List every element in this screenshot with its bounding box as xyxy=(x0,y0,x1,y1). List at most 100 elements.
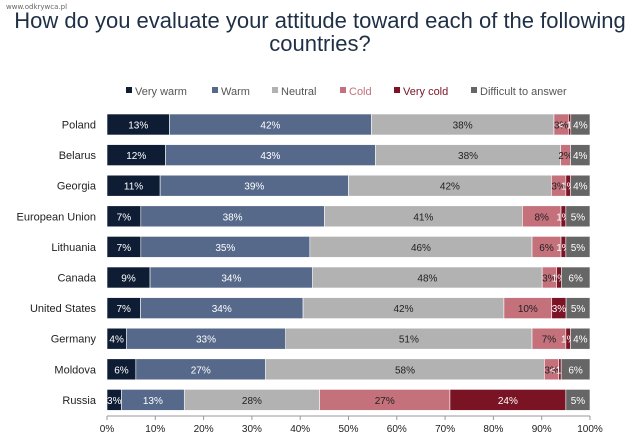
data-label: 33% xyxy=(196,335,216,346)
data-label: 46% xyxy=(411,243,431,254)
legend-swatch-5 xyxy=(471,87,477,93)
data-label: 5% xyxy=(571,212,586,223)
bar-segment xyxy=(565,389,591,411)
category-label: Germany xyxy=(51,334,97,346)
category-label: Belarus xyxy=(59,150,97,162)
data-label: 5% xyxy=(571,243,586,254)
data-label: 4% xyxy=(109,335,124,346)
data-label: 2% xyxy=(558,151,573,162)
legend-swatch-3 xyxy=(340,87,346,93)
legend-label-4: Very cold xyxy=(403,86,448,98)
data-label: 28% xyxy=(242,396,262,407)
data-label: 3% xyxy=(554,121,569,132)
data-label: 38% xyxy=(453,121,473,132)
data-label: 7% xyxy=(117,304,132,315)
x-tick-label: 0% xyxy=(100,424,115,435)
x-tick-label: 60% xyxy=(387,424,407,435)
data-label: 12% xyxy=(126,151,146,162)
data-label: 7% xyxy=(117,212,132,223)
data-label: 6% xyxy=(539,243,554,254)
x-tick-label: 30% xyxy=(242,424,262,435)
x-tick-label: 50% xyxy=(338,424,358,435)
watermark: www.odkrywca.pl xyxy=(6,3,68,11)
data-label: 10% xyxy=(518,304,538,315)
data-label: 13% xyxy=(143,396,163,407)
data-label: 34% xyxy=(212,304,232,315)
data-label: 9% xyxy=(121,274,136,285)
bar-segment xyxy=(570,144,591,166)
data-label: 3% xyxy=(551,182,566,193)
data-label: 41% xyxy=(413,212,433,223)
data-label: 7% xyxy=(117,243,132,254)
data-label: 11% xyxy=(124,182,143,193)
category-label: Russia xyxy=(62,395,97,407)
data-label: 7% xyxy=(542,335,557,346)
x-tick-label: 70% xyxy=(435,424,455,435)
data-label: <1% xyxy=(550,365,570,376)
data-label: 4% xyxy=(573,335,588,346)
legend-label-0: Very warm xyxy=(135,86,187,98)
data-label: 48% xyxy=(417,274,437,285)
category-label: Poland xyxy=(62,120,96,132)
data-label: 5% xyxy=(571,304,586,315)
data-label: 42% xyxy=(440,182,460,193)
data-label: 38% xyxy=(223,212,243,223)
data-label: 43% xyxy=(260,151,280,162)
x-tick-label: 100% xyxy=(577,424,603,435)
data-label: 58% xyxy=(395,365,415,376)
data-label: 24% xyxy=(498,396,518,407)
data-label: 51% xyxy=(399,335,419,346)
data-label: 4% xyxy=(573,121,588,132)
legend-label-2: Neutral xyxy=(281,86,316,98)
category-label: Moldova xyxy=(54,364,96,376)
legend-label-5: Difficult to answer xyxy=(480,86,567,98)
legend-label-1: Warm xyxy=(221,86,250,98)
data-label: 3% xyxy=(544,365,559,376)
category-label: Georgia xyxy=(57,181,97,193)
x-tick-label: 10% xyxy=(145,424,165,435)
bar-segment xyxy=(565,297,591,319)
x-tick-label: 80% xyxy=(483,424,503,435)
bar-segment xyxy=(565,205,591,228)
data-label: 13% xyxy=(128,121,148,132)
legend-swatch-2 xyxy=(272,87,278,93)
legend-swatch-1 xyxy=(212,87,218,93)
data-label: 42% xyxy=(260,121,280,132)
data-label: 1% xyxy=(556,243,571,254)
data-label: 3% xyxy=(542,274,557,285)
bar-segment xyxy=(560,358,591,381)
bar-segment xyxy=(570,327,591,350)
bar-segment xyxy=(570,174,591,197)
data-label: 8% xyxy=(534,212,549,223)
x-tick-label: 90% xyxy=(532,424,552,435)
data-label: 1% xyxy=(552,274,567,285)
data-label: 38% xyxy=(458,151,478,162)
x-tick-label: 20% xyxy=(194,424,214,435)
x-tick-label: 40% xyxy=(290,424,310,435)
data-label: 4% xyxy=(573,151,588,162)
category-label: Canada xyxy=(57,273,96,285)
data-label: 1% xyxy=(556,212,571,223)
data-label: 27% xyxy=(375,396,395,407)
data-label: 35% xyxy=(215,243,235,254)
data-label: < 1% xyxy=(558,121,581,132)
bar-segment xyxy=(565,236,591,258)
chart-title: How do you evaluate your attitude toward… xyxy=(14,8,626,56)
data-label: 42% xyxy=(393,304,413,315)
data-label: 27% xyxy=(191,365,211,376)
data-label: 6% xyxy=(114,365,129,376)
bar-segment xyxy=(561,266,591,289)
data-label: 1% xyxy=(561,335,576,346)
data-label: 4% xyxy=(573,182,588,193)
category-label: European Union xyxy=(16,211,96,223)
legend-swatch-0 xyxy=(126,87,132,93)
data-label: 3% xyxy=(107,396,122,407)
data-label: 34% xyxy=(221,274,241,285)
category-label: Lithuania xyxy=(51,242,97,254)
data-label: 1% xyxy=(561,182,576,193)
data-label: 39% xyxy=(244,182,264,193)
data-label: 5% xyxy=(571,396,586,407)
data-label: 6% xyxy=(568,365,583,376)
legend-label-3: Cold xyxy=(349,86,372,98)
